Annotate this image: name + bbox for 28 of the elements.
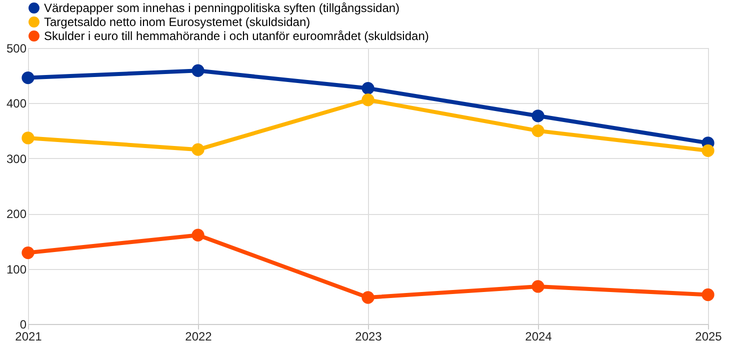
point — [362, 82, 374, 95]
point — [532, 124, 544, 138]
x-tick-label: 2025 — [695, 330, 722, 344]
legend-label: Värdepapper som innehas i penningpolitiska syften (tillgångssidan) — [44, 1, 400, 15]
x-tick-label: 2024 — [525, 330, 552, 344]
x-tick-label: 2021 — [15, 330, 42, 344]
point — [22, 71, 34, 84]
point — [22, 246, 34, 260]
point — [532, 110, 544, 122]
y-tick-label: 500 — [6, 42, 27, 56]
legend-label: Targetsaldo netto inom Eurosystemet (skuldsidan) — [44, 15, 310, 29]
y-tick-label: 0 — [20, 318, 27, 332]
point — [532, 280, 544, 293]
point — [192, 64, 204, 77]
y-tick-label: 400 — [6, 96, 27, 111]
legend-label: Skulder i euro till hemmahörande i och utanför euroområdet (skuldsidan) — [44, 29, 429, 43]
y-tick-label: 200 — [6, 207, 27, 222]
point — [702, 144, 714, 157]
point — [362, 291, 374, 304]
y-tick-label: 300 — [6, 152, 27, 166]
point — [22, 132, 34, 144]
x-tick-label: 2022 — [185, 330, 212, 344]
y-tick-label: 100 — [6, 262, 27, 276]
point — [362, 94, 374, 106]
x-tick-label: 2023 — [355, 330, 382, 344]
point — [192, 228, 204, 242]
point — [702, 288, 714, 302]
point — [192, 143, 204, 156]
